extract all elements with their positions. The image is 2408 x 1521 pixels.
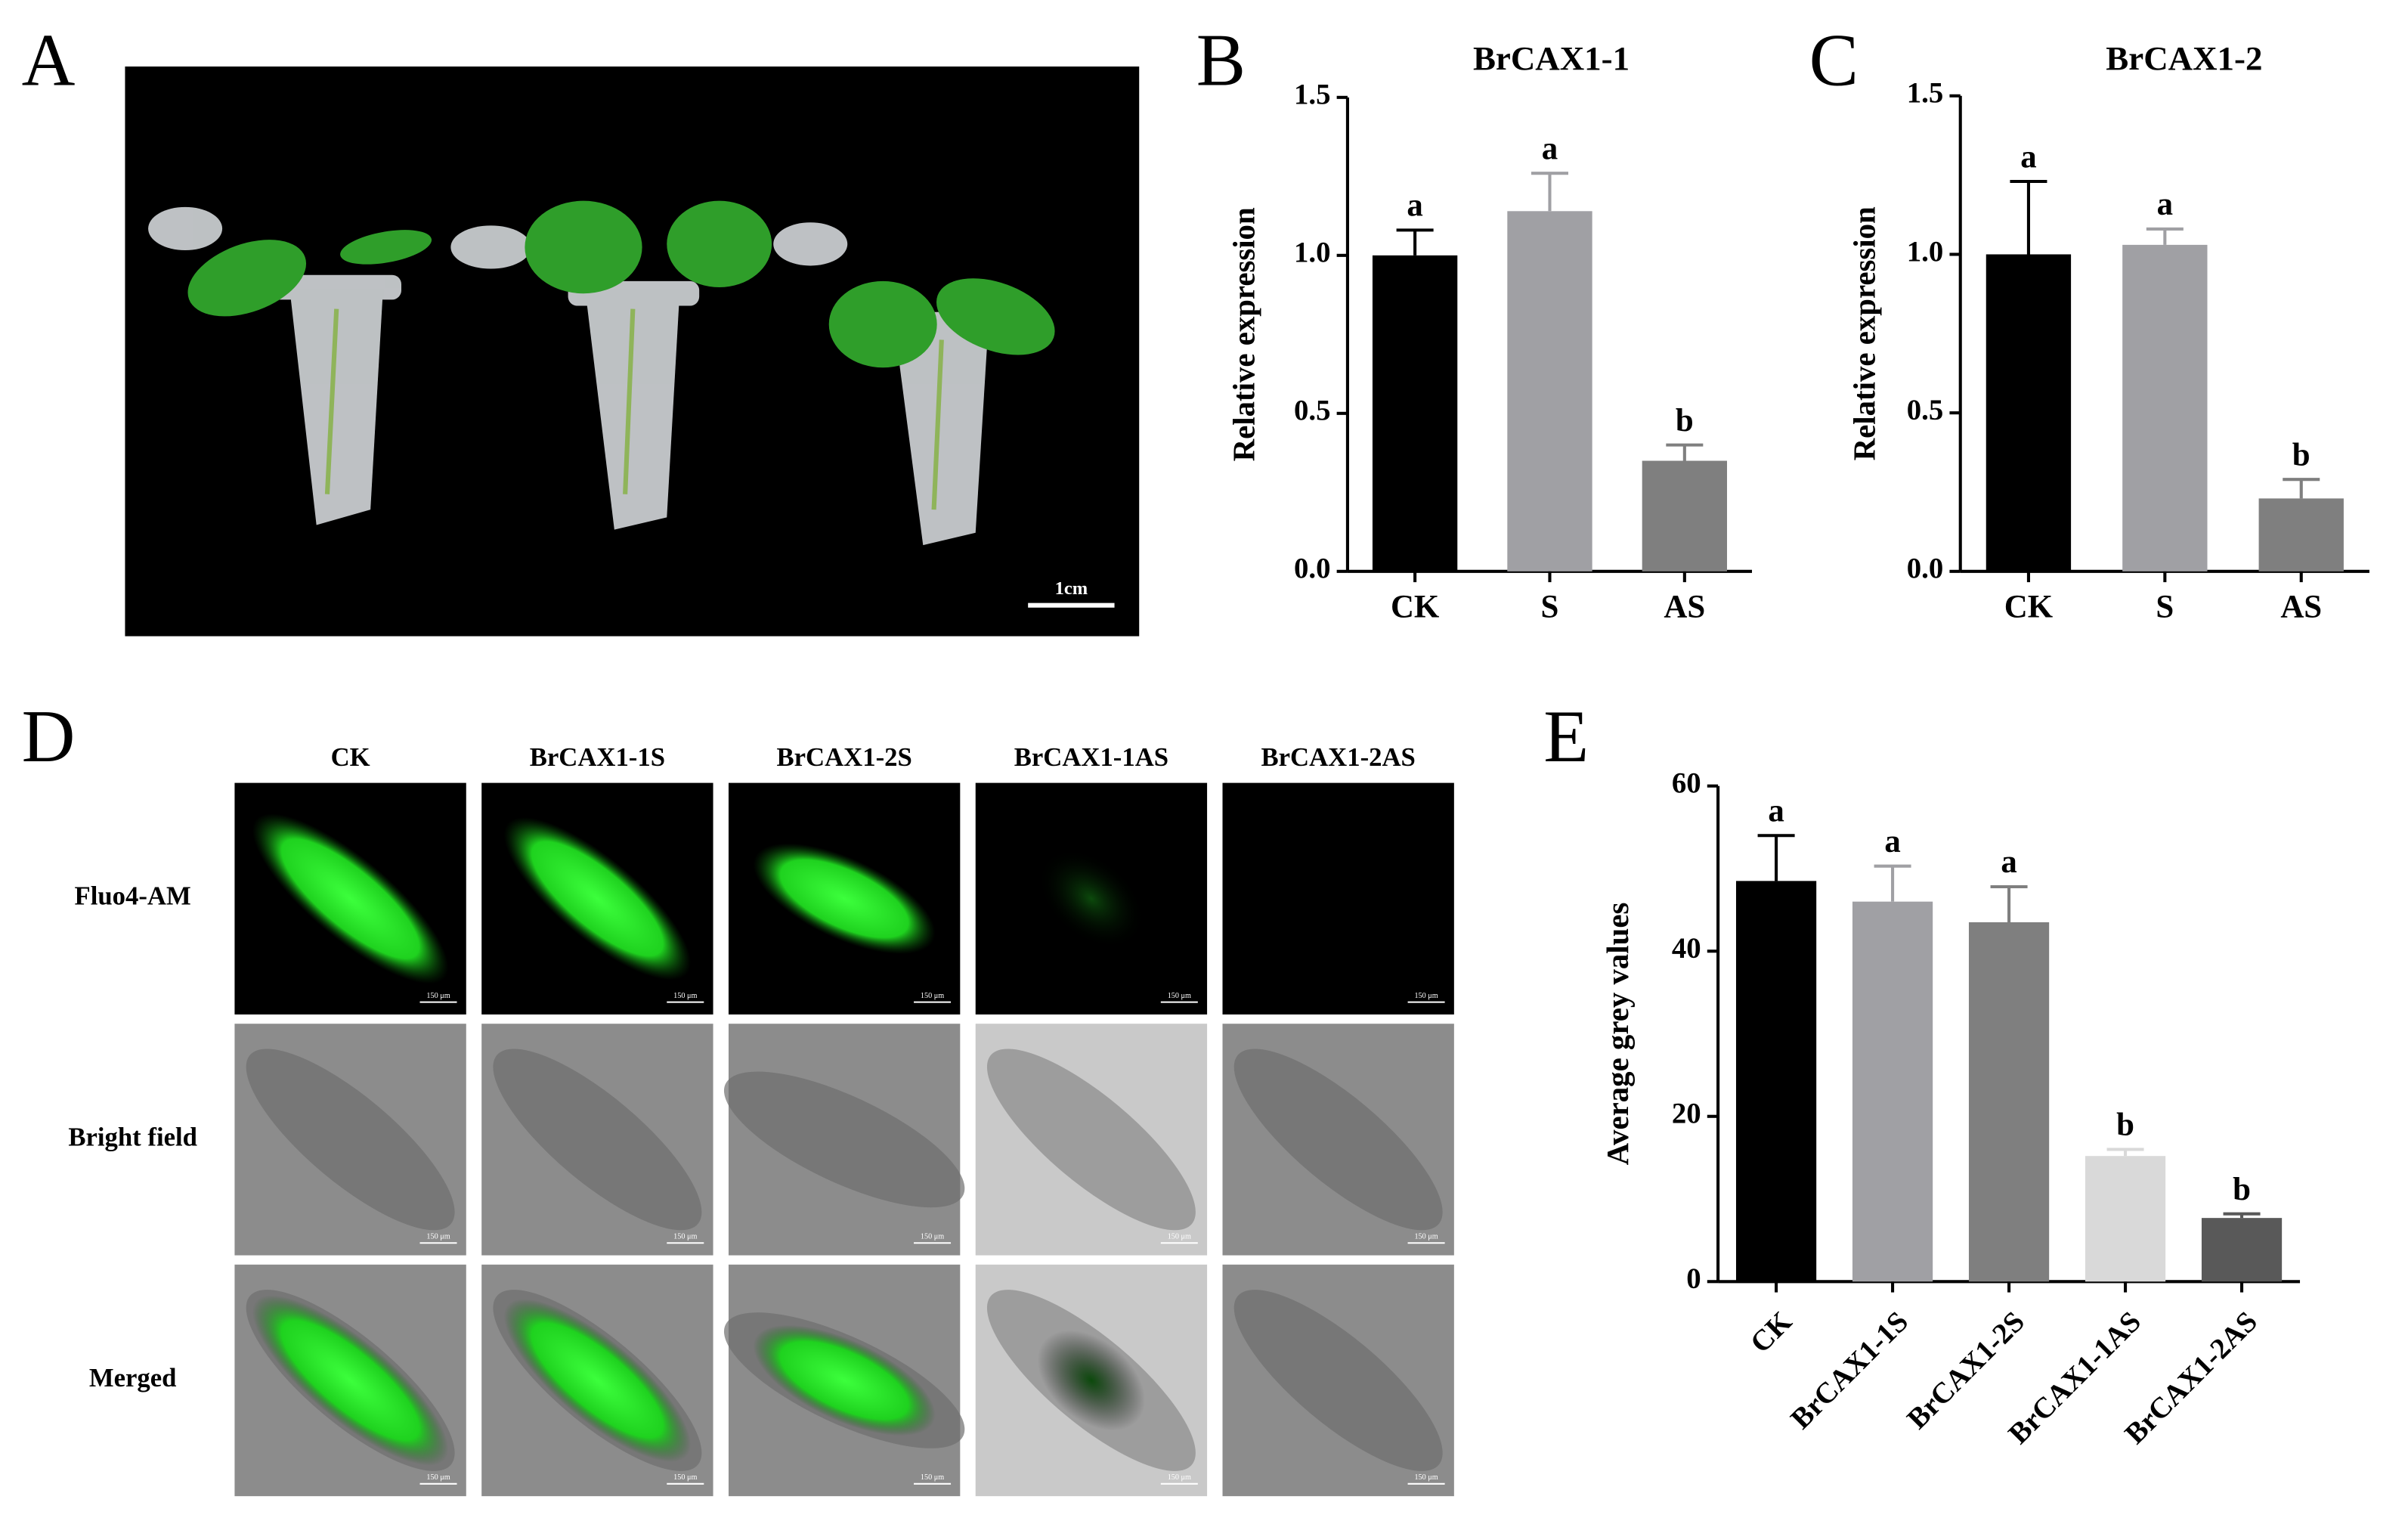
scale-label: 150 μm	[1168, 992, 1191, 1000]
fluorescence	[753, 843, 936, 955]
y-tick-label: 1.5	[1294, 79, 1331, 111]
scale-label: 1cm	[1055, 578, 1088, 599]
scale-label: 150 μm	[921, 992, 944, 1000]
y-axis-label: Relative expression	[1848, 206, 1882, 460]
bar	[2258, 498, 2344, 572]
bar	[2085, 1156, 2166, 1282]
scale-label: 150 μm	[1414, 992, 1438, 1000]
significance-letter: b	[1676, 403, 1694, 438]
root	[1233, 1049, 1443, 1231]
y-tick-label: 1.0	[1294, 237, 1331, 269]
x-tick-label: S	[1541, 590, 1559, 625]
row-label: Merged	[89, 1363, 177, 1392]
bar	[1735, 881, 1817, 1282]
scale-label: 150 μm	[426, 1473, 450, 1482]
bar	[1507, 211, 1592, 572]
column-header: BrCAX1-1AS	[1014, 742, 1168, 772]
x-tick-label: CK	[1744, 1306, 1799, 1360]
significance-letter: a	[1768, 794, 1784, 829]
scale-label: 150 μm	[1168, 1473, 1191, 1482]
significance-letter: b	[2116, 1107, 2134, 1143]
y-tick-label: 0.5	[1907, 394, 1944, 426]
microscopy-grid: CK BrCAX1-1S BrCAX1-2S BrCAX1-1AS BrCAX1-2AS…	[68, 742, 1454, 1497]
panel-label: C	[1809, 20, 1859, 102]
panel-label: D	[22, 696, 76, 778]
x-tick-label: CK	[1391, 590, 1440, 625]
x-tick-label: BrCAX1-2S	[1901, 1306, 2031, 1436]
x-tick-label: AS	[1664, 590, 1705, 625]
significance-letter: a	[2020, 139, 2036, 175]
scale-label: 150 μm	[673, 1232, 697, 1241]
significance-letter: a	[1542, 131, 1558, 166]
y-tick-label: 1.5	[1907, 77, 1944, 110]
panel-label: A	[22, 20, 76, 102]
row-label: Fluo4-AM	[75, 881, 191, 911]
significance-letter: a	[2157, 187, 2173, 222]
x-tick-label: BrCAX1-1S	[1784, 1306, 1914, 1436]
y-axis-label: Relative expression	[1227, 207, 1261, 461]
bar	[1968, 922, 2050, 1282]
column-header: BrCAX1-2S	[776, 742, 912, 772]
y-tick-label: 1.0	[1907, 235, 1944, 268]
root	[1233, 1290, 1443, 1471]
scale-label: 150 μm	[426, 992, 450, 1000]
significance-letter: a	[1407, 188, 1422, 224]
scale-label: 150 μm	[673, 992, 697, 1000]
scale-label: 150 μm	[426, 1232, 450, 1241]
bar	[1642, 460, 1728, 572]
column-header: BrCAX1-2AS	[1261, 742, 1416, 772]
root	[723, 1071, 965, 1208]
x-tick-label: CK	[2004, 590, 2054, 625]
y-tick-label: 20	[1672, 1098, 1701, 1130]
plant-photo: 1cm	[125, 66, 1140, 637]
fluorescence	[1037, 1330, 1146, 1431]
bar	[1986, 254, 2072, 572]
y-tick-label: 0	[1686, 1262, 1701, 1295]
scale-label: 150 μm	[1414, 1232, 1438, 1241]
y-tick-label: 60	[1672, 767, 1701, 800]
scale-label: 150 μm	[921, 1232, 944, 1241]
bar	[1372, 255, 1458, 572]
root	[493, 1049, 702, 1231]
scale-label: 150 μm	[1414, 1473, 1438, 1482]
bar	[2122, 244, 2208, 572]
root	[246, 1049, 455, 1231]
column-header: CK	[331, 742, 370, 772]
chart-title: BrCAX1-1	[1473, 39, 1630, 77]
fluorescence	[753, 1324, 936, 1436]
scale-label: 150 μm	[921, 1473, 944, 1482]
x-tick-label: S	[2156, 590, 2174, 625]
y-axis-label: Average grey values	[1601, 903, 1635, 1166]
y-tick-label: 0.5	[1294, 395, 1331, 427]
fluorescence	[503, 817, 692, 980]
fluorescence	[252, 813, 449, 984]
scale-label: 150 μm	[1168, 1232, 1191, 1241]
panel-label: B	[1196, 20, 1246, 102]
y-tick-label: 40	[1672, 932, 1701, 965]
fluorescence	[503, 1299, 692, 1462]
row-label: Bright field	[68, 1122, 197, 1151]
micrograph	[1222, 782, 1454, 1015]
chart-title: BrCAX1-2	[2106, 39, 2262, 77]
y-tick-label: 0.0	[1294, 553, 1331, 585]
y-tick-label: 0.0	[1907, 553, 1944, 585]
root	[986, 1049, 1196, 1231]
significance-letter: b	[2233, 1172, 2251, 1207]
significance-letter: a	[2001, 844, 2016, 880]
fluorescence	[1037, 848, 1146, 949]
panel-label: E	[1543, 696, 1589, 778]
column-header: BrCAX1-1S	[530, 742, 665, 772]
bar	[1852, 901, 1933, 1282]
fluorescence	[252, 1295, 449, 1466]
bar	[2201, 1218, 2283, 1282]
significance-letter: b	[2292, 437, 2311, 472]
scale-label: 150 μm	[673, 1473, 697, 1482]
significance-letter: a	[1884, 824, 1900, 860]
x-tick-label: AS	[2280, 590, 2322, 625]
